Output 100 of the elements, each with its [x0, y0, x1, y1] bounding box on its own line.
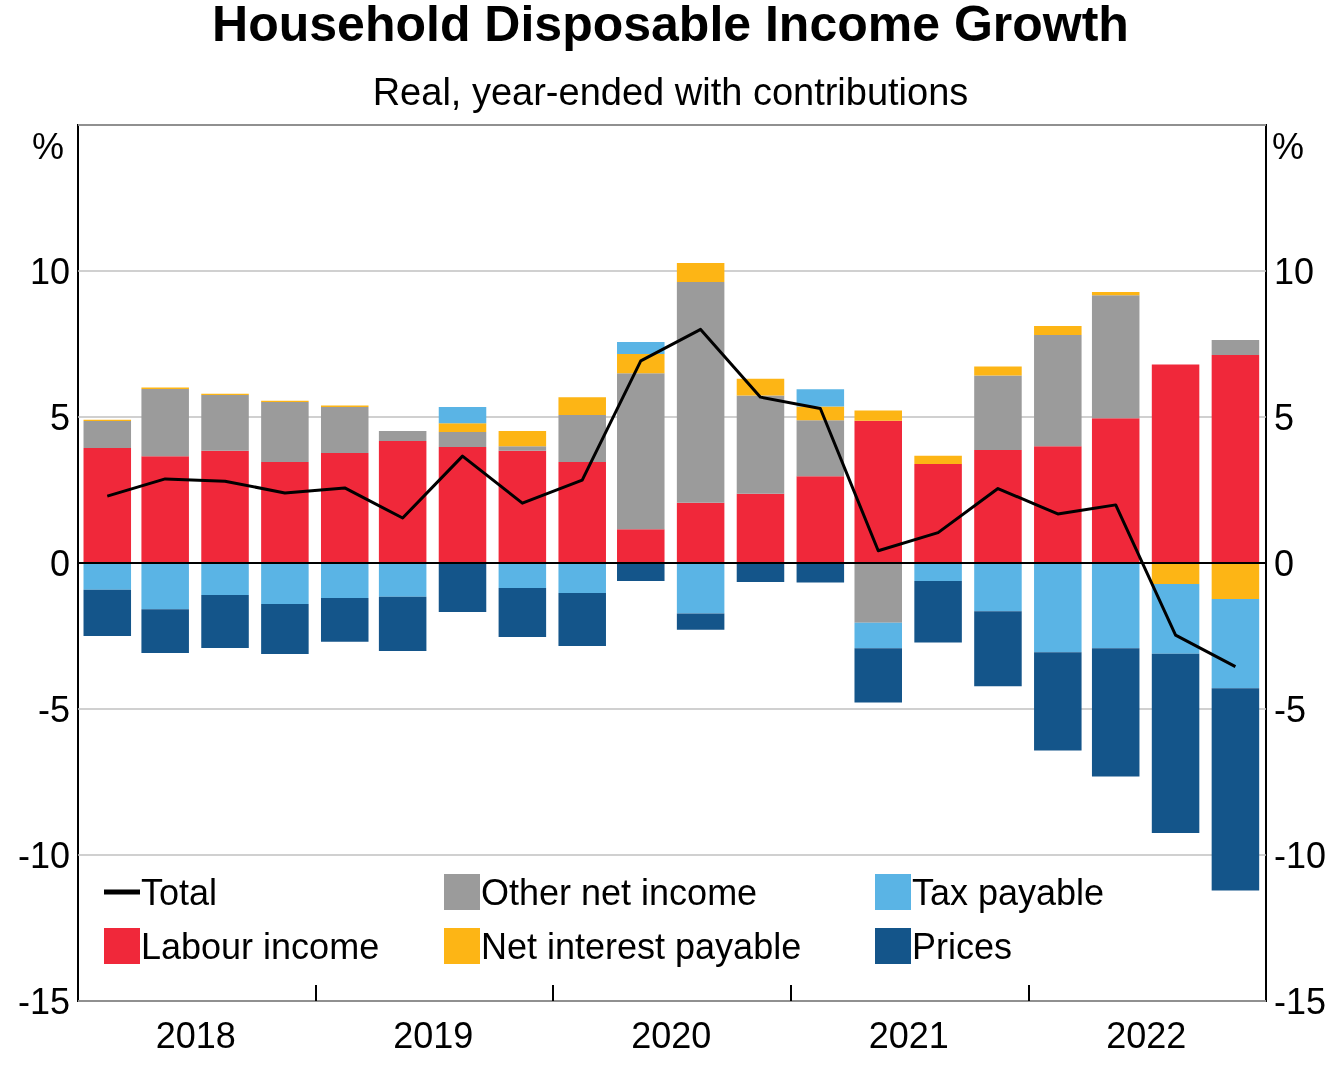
bar: [201, 450, 249, 563]
bar: [378, 440, 427, 563]
x-tick-label: 2019: [393, 1014, 474, 1056]
y2-tick-label: 5: [1274, 396, 1295, 438]
bar: [83, 421, 132, 448]
chart-title: Household Disposable Income Growth: [212, 0, 1129, 52]
bar: [974, 375, 1022, 450]
bar: [1091, 648, 1140, 777]
bar: [1091, 295, 1140, 419]
bar: [558, 414, 606, 462]
y2-tick-label: 10: [1274, 250, 1315, 292]
legend-label: Prices: [912, 925, 1013, 967]
bar: [617, 341, 665, 354]
bar: [1211, 355, 1260, 563]
bar: [438, 407, 487, 424]
bar: [1151, 653, 1200, 834]
bar: [914, 455, 962, 465]
bar: [320, 407, 369, 453]
bar: [736, 563, 785, 582]
bar: [83, 447, 132, 563]
y2-axis-title: %: [1272, 125, 1305, 167]
bar: [498, 450, 547, 563]
bar: [498, 446, 547, 451]
bar: [261, 402, 309, 462]
bar: [676, 502, 725, 563]
bar: [854, 420, 902, 563]
bar: [796, 476, 845, 563]
bar: [676, 282, 725, 503]
bar: [1034, 325, 1082, 335]
y2-tick-label: -15: [1274, 980, 1327, 1022]
bar: [201, 595, 249, 648]
chart-subtitle: Real, year-ended with contributions: [372, 71, 969, 113]
x-tick-label: 2020: [631, 1014, 712, 1056]
bar: [617, 563, 665, 582]
bar: [1091, 418, 1140, 563]
bar: [498, 588, 547, 637]
bar: [974, 611, 1022, 687]
bar: [141, 388, 189, 457]
bar: [1151, 364, 1200, 563]
y2-tick-label: 0: [1274, 542, 1295, 584]
bar: [1091, 292, 1140, 296]
x-tick-label: 2022: [1106, 1014, 1187, 1056]
x-tick-label: 2018: [155, 1014, 236, 1056]
bar: [261, 563, 309, 604]
bar: [320, 563, 369, 599]
bar: [1034, 334, 1082, 447]
y-tick-label: 0: [49, 542, 70, 584]
bar: [498, 563, 547, 589]
legend-label: Total: [141, 871, 218, 913]
bar: [854, 563, 902, 623]
bar: [854, 622, 902, 649]
bar: [558, 563, 606, 594]
bar: [1034, 446, 1082, 563]
bar: [854, 648, 902, 703]
bar: [974, 563, 1022, 612]
bar: [1211, 598, 1260, 689]
bar: [796, 389, 845, 407]
bar: [1034, 652, 1082, 751]
y-tick-label: 5: [49, 396, 70, 438]
bar: [736, 395, 785, 494]
bar: [1091, 563, 1140, 649]
bar: [320, 598, 369, 642]
bar: [201, 395, 249, 451]
legend-label: Net interest payable: [481, 925, 802, 967]
bar: [676, 263, 725, 283]
y-axis-title: %: [32, 125, 65, 167]
bar: [141, 563, 189, 610]
bar: [1211, 688, 1260, 891]
bar: [1034, 563, 1082, 653]
bar: [320, 452, 369, 563]
bar: [974, 366, 1022, 376]
y-tick-label: -5: [37, 688, 70, 730]
bar: [558, 461, 606, 563]
bar: [676, 563, 725, 614]
bar: [914, 581, 962, 643]
bar: [558, 593, 606, 646]
bar: [498, 431, 547, 447]
bar: [261, 603, 309, 655]
bar: [1151, 563, 1200, 585]
bar: [914, 464, 962, 563]
x-tick-label: 2021: [868, 1014, 949, 1056]
legend-label: Labour income: [141, 925, 380, 967]
bar: [558, 397, 606, 415]
bar: [617, 373, 665, 530]
bar: [378, 431, 427, 441]
bar: [378, 596, 427, 651]
y2-tick-label: -5: [1274, 688, 1307, 730]
bar: [1151, 584, 1200, 654]
bar: [83, 563, 132, 590]
bar: [1211, 339, 1260, 356]
bar: [1211, 563, 1260, 599]
y-tick-label: 10: [29, 250, 70, 292]
legend-label: Tax payable: [912, 871, 1105, 913]
bar: [378, 563, 427, 597]
bar: [83, 589, 132, 636]
bar: [854, 410, 902, 421]
bar: [974, 450, 1022, 563]
bar: [617, 353, 665, 374]
y-tick-label: -15: [17, 980, 70, 1022]
bar: [141, 456, 189, 563]
